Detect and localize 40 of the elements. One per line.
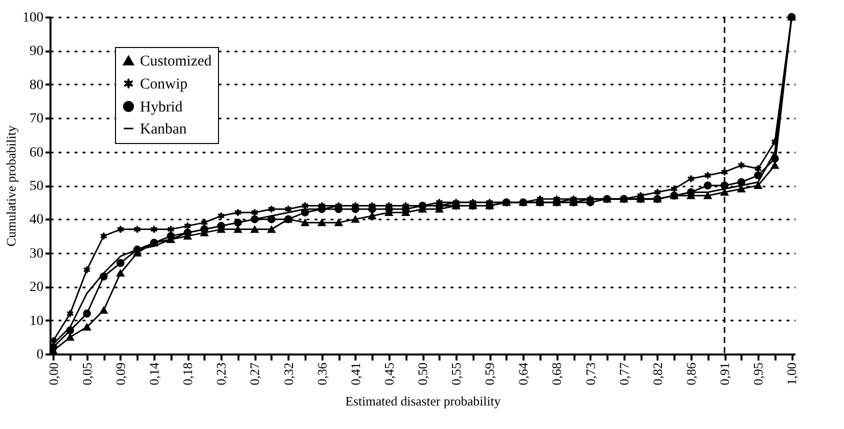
y-tick-label: 90: [30, 44, 44, 60]
x-tick-label: 0,27: [247, 362, 262, 386]
legend-label: Customized: [140, 54, 212, 70]
x-tick-label: 0,36: [314, 362, 330, 386]
x-tick-label: 0,45: [381, 362, 396, 386]
x-tick-label: 0,14: [146, 362, 162, 386]
y-tick-label: 0: [36, 348, 44, 362]
x-tick-label: 0,00: [46, 362, 61, 386]
y-tick-label: 30: [30, 246, 44, 262]
y-tick-label: 50: [30, 179, 44, 194]
y-tick-label: 10: [30, 314, 44, 329]
x-tick-label: 1,00: [784, 362, 800, 386]
x-tick-label: 0,32: [280, 362, 296, 386]
x-tick-label: 0,68: [549, 362, 564, 386]
x-tick-label: 0,95: [750, 362, 766, 386]
x-tick-label: 0,82: [650, 362, 665, 386]
x-tick-label: 0,86: [683, 362, 698, 386]
y-axis-title: Cumulative probability: [4, 125, 18, 246]
legend-label: Kanban: [140, 122, 188, 138]
x-tick-label: 0,64: [516, 362, 531, 386]
y-tick-label: 60: [30, 145, 44, 160]
x-tick-label: 0,09: [112, 362, 128, 386]
x-tick-label: 0,77: [616, 362, 632, 386]
x-tick-label: 0,59: [482, 362, 498, 386]
y-tick-label: 100: [22, 10, 44, 26]
y-tick-label: 70: [30, 112, 44, 127]
x-tick-label: 0,18: [180, 362, 196, 386]
y-tick-label: 40: [30, 212, 44, 228]
legend-label: Hybrid: [140, 100, 183, 116]
x-tick-label: 0,41: [348, 362, 363, 386]
x-tick-label: 0,91: [717, 362, 732, 386]
x-tick-label: 0,55: [448, 362, 464, 386]
y-tick-label: 20: [30, 280, 44, 296]
x-tick-label: 0,50: [415, 362, 430, 386]
legend-label: Conwip: [140, 76, 188, 92]
x-axis-title: Estimated disaster probability: [345, 393, 502, 408]
y-tick-label: 80: [30, 78, 44, 93]
x-tick-label: 0,73: [582, 362, 598, 386]
x-tick-label: 0,05: [79, 362, 94, 386]
x-tick-label: 0,23: [214, 362, 229, 386]
